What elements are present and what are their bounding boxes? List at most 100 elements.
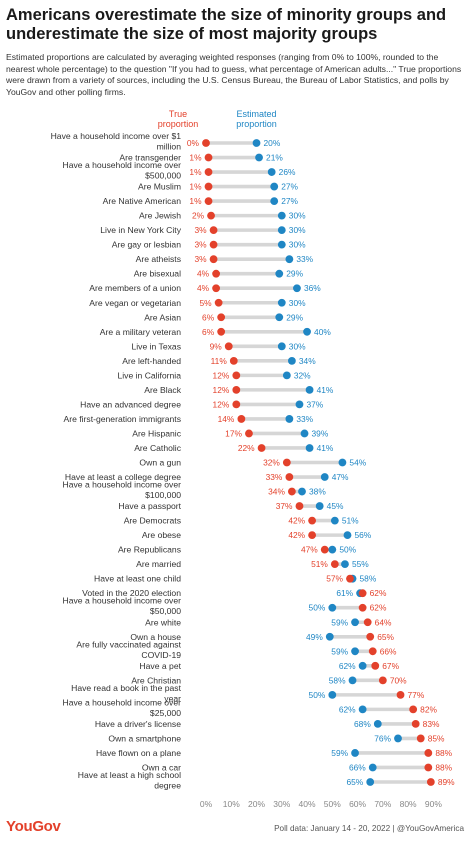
category-label: Are Democrats [124,516,181,526]
estimated-dot [255,153,263,162]
true-value-label: 62% [370,588,387,598]
estimated-value-label: 27% [281,182,298,192]
estimated-value-label: 61% [336,588,353,598]
estimated-dot [295,400,304,409]
legend-true-label: proportion [158,119,199,129]
estimated-dot [270,197,279,205]
true-value-label: 6% [202,327,215,337]
true-value-label: 34% [268,487,285,497]
true-value-label: 51% [311,559,328,569]
estimated-value-label: 47% [332,472,349,482]
category-label: Have a passport [118,501,181,511]
true-value-label: 64% [375,617,392,627]
true-dot [245,429,253,438]
true-value-label: 12% [213,385,230,395]
category-label: Have a household income over [63,697,182,707]
true-dot [204,168,213,176]
true-dot [308,531,317,540]
category-label: Own a smartphone [108,733,181,743]
estimated-dot [338,458,347,467]
true-dot [416,734,425,743]
estimated-dot [267,168,276,176]
true-dot [363,618,372,627]
estimated-value-label: 56% [354,530,371,540]
true-value-label: 42% [288,530,305,540]
category-label: degree [154,781,181,791]
source-note: Poll data: January 14 - 20, 2022 | @YouG… [274,824,464,833]
true-value-label: 9% [210,341,223,351]
true-value-label: 88% [435,748,452,758]
category-label: Are Native American [103,196,182,206]
true-value-label: 77% [408,690,425,700]
estimated-value-label: 30% [289,211,306,221]
estimated-dot [348,676,357,685]
estimated-dot [252,139,261,147]
estimated-dot [328,603,337,612]
true-dot [204,153,213,162]
category-label: $50,000 [150,606,181,616]
estimated-dot [366,778,375,786]
true-value-label: 22% [238,443,255,453]
x-tick-label: 0% [200,799,213,809]
category-label: Own a car [142,762,181,772]
estimated-value-label: 59% [331,748,348,758]
true-value-label: 42% [288,516,305,526]
true-dot [212,284,221,293]
category-label: Are left-handed [122,356,181,366]
true-value-label: 12% [213,399,230,409]
true-value-label: 66% [380,646,397,656]
estimated-value-label: 76% [374,733,391,743]
estimated-dot [300,429,309,438]
estimated-value-label: 26% [279,167,296,177]
true-dot [282,458,291,467]
true-value-label: 89% [438,777,455,787]
estimated-dot [325,632,334,641]
category-label: year [164,693,181,703]
estimated-value-label: 41% [317,443,334,453]
estimated-value-label: 32% [294,370,311,380]
category-label: Are members of a union [89,283,181,293]
estimated-value-label: 50% [309,603,326,613]
category-label: Are Jewish [139,211,181,221]
true-dot [358,589,367,598]
estimated-value-label: 50% [309,690,326,700]
true-value-label: 1% [189,182,202,192]
category-label: Have at least a college degree [65,472,181,482]
estimated-dot [277,298,286,307]
x-tick-label: 90% [425,799,442,809]
estimated-dot [328,690,337,699]
true-value-label: 1% [189,196,202,206]
estimated-value-label: 55% [352,559,369,569]
category-label: Are Asian [144,312,181,322]
estimated-value-label: 45% [327,501,344,511]
estimated-dot [330,516,339,525]
true-dot [209,255,218,264]
true-value-label: 85% [428,733,445,743]
chart-subtitle: Estimated proportions are calculated by … [6,52,462,97]
true-dot [232,385,241,394]
true-value-label: 3% [194,240,207,250]
estimated-value-label: 62% [339,661,356,671]
estimated-dot [358,661,367,670]
true-dot [320,545,329,554]
category-label: Have read a book in the past [71,683,181,693]
true-value-label: 17% [225,428,242,438]
estimated-dot [277,240,286,249]
true-dot [330,560,339,569]
yougov-logo: YouGov [6,818,61,835]
estimated-value-label: 39% [312,428,329,438]
category-label: Are a military veteran [100,327,181,337]
true-dot [409,705,418,714]
true-value-label: 65% [377,632,394,642]
estimated-value-label: 51% [342,516,359,526]
estimated-value-label: 21% [266,153,283,163]
true-dot [358,603,367,612]
estimated-value-label: 29% [286,312,303,322]
category-label: COVID-19 [141,650,181,660]
estimated-value-label: 29% [286,269,303,279]
true-dot [411,720,420,728]
estimated-value-label: 66% [349,762,366,772]
estimated-value-label: 20% [264,138,281,148]
true-value-label: 11% [211,356,228,366]
true-value-label: 33% [266,472,283,482]
